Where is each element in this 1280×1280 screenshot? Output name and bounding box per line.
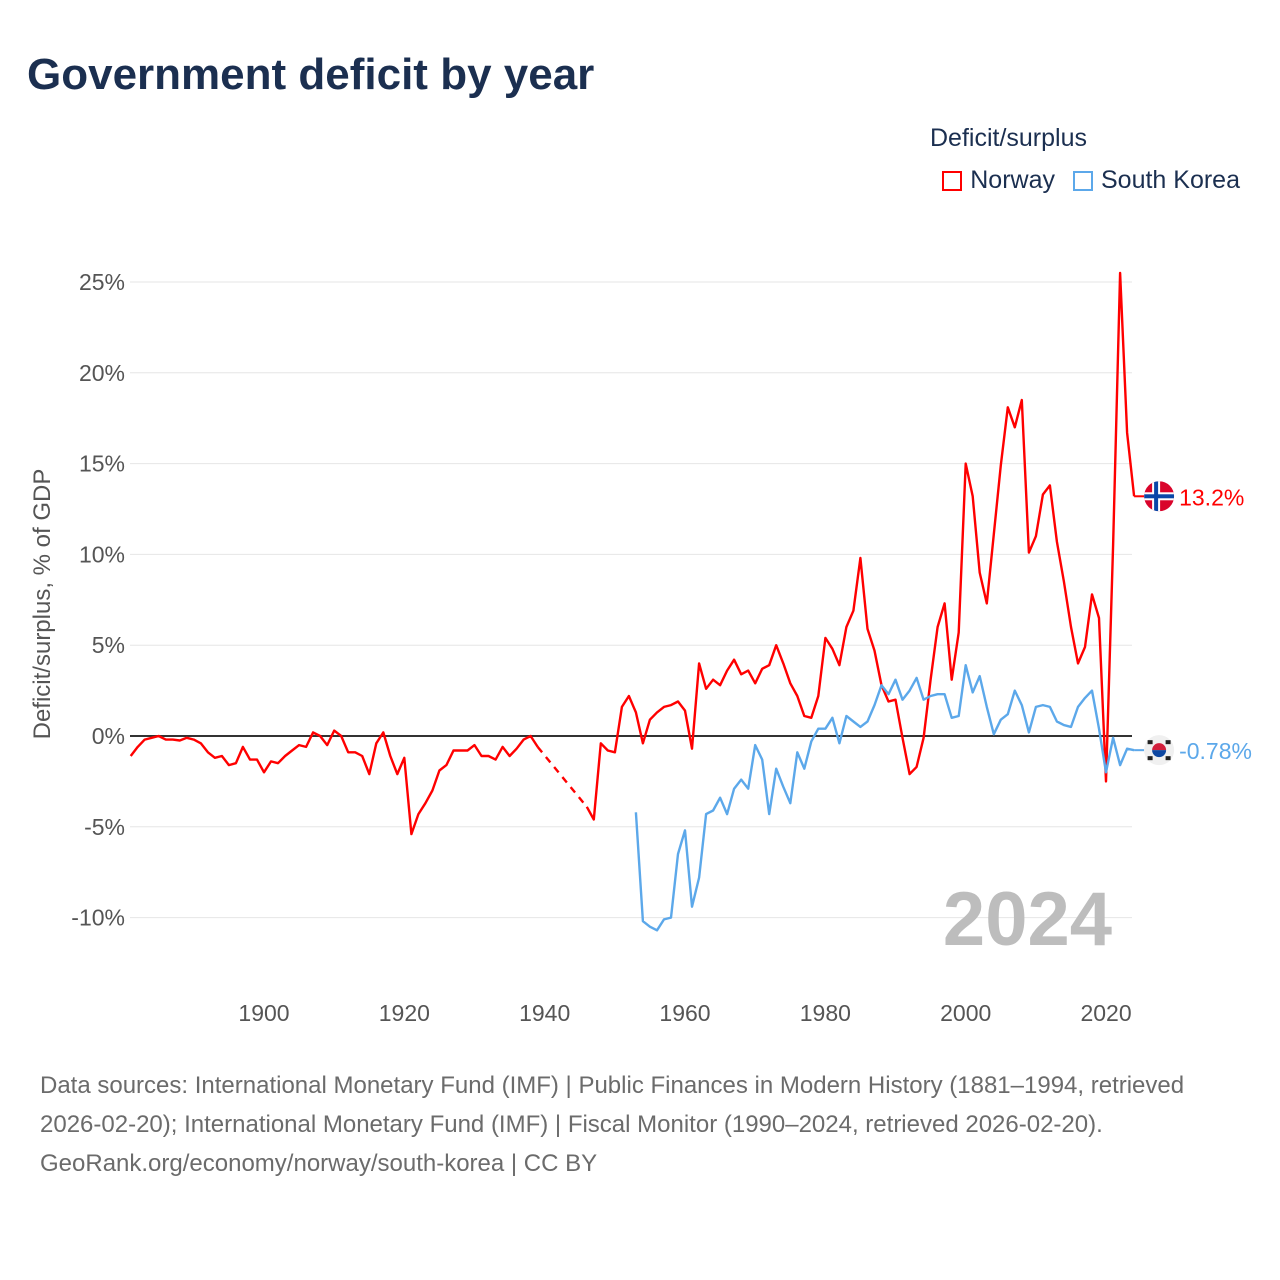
legend-item-south-korea[interactable]: South Korea [1073, 166, 1240, 195]
y-tick-label: 10% [79, 541, 125, 567]
year-watermark: 2024 [943, 877, 1112, 962]
legend-title: Deficit/surplus [930, 124, 1087, 152]
end-value-label-norway: 13.2% [1179, 484, 1244, 510]
x-tick-label: 2000 [940, 1000, 991, 1026]
x-tick-label: 1960 [659, 1000, 710, 1026]
y-tick-label: 15% [79, 451, 125, 477]
norway-flag-icon [1144, 481, 1175, 512]
legend: Norway South Korea [942, 166, 1240, 195]
footer: Data sources: International Monetary Fun… [40, 1066, 1240, 1183]
y-tick-label: 20% [79, 360, 125, 386]
x-tick-label: 1980 [800, 1000, 851, 1026]
south-korea-flag-icon [1144, 735, 1175, 766]
series-line-south-korea [634, 664, 1135, 932]
end-value-label-south-korea: -0.78% [1179, 738, 1252, 764]
legend-item-norway[interactable]: Norway [942, 166, 1055, 195]
y-tick-label: -10% [71, 905, 125, 931]
chart-title: Government deficit by year [27, 50, 595, 99]
x-tick-label: 2020 [1080, 1000, 1131, 1026]
x-tick-label: 1940 [519, 1000, 570, 1026]
series-line-norway [129, 729, 539, 836]
legend-label: Norway [970, 166, 1055, 194]
y-axis-label: Deficit/surplus, % of GDP [29, 469, 56, 740]
y-tick-label: -5% [84, 814, 125, 840]
x-tick-label: 1900 [238, 1000, 289, 1026]
series-line-norway [585, 271, 1136, 821]
x-tick-label: 1920 [379, 1000, 430, 1026]
legend-label: South Korea [1101, 166, 1240, 194]
y-tick-label: 25% [79, 269, 125, 295]
y-tick-label: 0% [92, 723, 125, 749]
data-sources: Data sources: International Monetary Fun… [40, 1072, 1185, 1138]
legend-swatch-south-korea [1073, 170, 1093, 191]
series-gap-norway [536, 746, 588, 808]
legend-swatch-norway [942, 170, 963, 191]
y-tick-label: 5% [92, 632, 125, 658]
credit-link[interactable]: GeoRank.org/economy/norway/south-korea |… [40, 1150, 598, 1177]
